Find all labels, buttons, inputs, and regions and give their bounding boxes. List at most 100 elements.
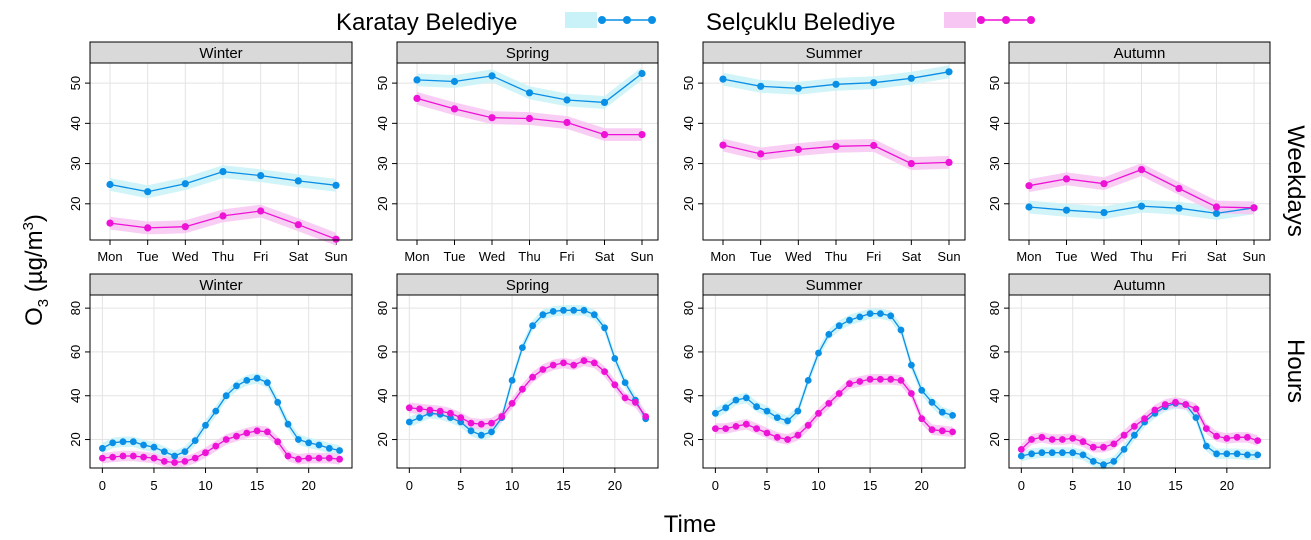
x-tick-label: Fri	[253, 249, 268, 264]
data-point	[315, 441, 323, 449]
panel-title: Spring	[506, 45, 549, 62]
data-point	[467, 427, 475, 435]
panel-spring-hours: Spring 20 40 60 80 0 5 10 15 20	[375, 273, 659, 493]
y-tick-label: 50	[375, 76, 390, 90]
data-point	[1120, 446, 1128, 453]
confidence-band	[409, 305, 646, 441]
data-point	[1213, 432, 1220, 440]
y-tick-label: 80	[987, 301, 1002, 315]
data-point	[447, 409, 454, 417]
data-point	[336, 455, 343, 463]
data-point	[109, 453, 117, 461]
data-point	[109, 439, 117, 447]
data-point	[870, 79, 878, 87]
data-point	[274, 438, 282, 446]
data-point	[519, 344, 526, 351]
data-point	[712, 425, 719, 432]
data-point	[877, 310, 884, 317]
y-tick-label: 80	[375, 301, 390, 315]
x-tick-label: 5	[1069, 478, 1076, 493]
data-point	[1089, 443, 1097, 451]
panel-autumn-hours: Autumn 20 40 60 80 0 5 10 15 20	[987, 273, 1271, 493]
data-point	[413, 76, 421, 84]
data-point	[945, 158, 953, 166]
data-point	[1131, 423, 1138, 430]
data-point	[1192, 414, 1200, 421]
data-point	[611, 355, 619, 362]
data-point	[106, 219, 114, 227]
legend-marker-selcuklu	[977, 16, 985, 24]
panel-title: Autumn	[1114, 45, 1166, 62]
data-point	[1100, 461, 1107, 469]
data-point	[498, 413, 506, 420]
confidence-band	[1029, 163, 1254, 215]
data-point	[887, 312, 895, 320]
legend-marker-selcuklu	[1027, 16, 1035, 24]
data-point	[804, 377, 812, 384]
data-point	[181, 458, 189, 465]
x-tick-label: 20	[608, 478, 622, 493]
x-tick-label: 10	[505, 478, 519, 493]
data-point	[742, 394, 750, 402]
data-point	[1028, 436, 1035, 443]
panel-title: Summer	[806, 45, 863, 62]
data-point	[632, 398, 639, 406]
data-point	[450, 105, 459, 113]
data-point	[1175, 184, 1183, 193]
data-point	[222, 392, 230, 400]
data-point	[1069, 435, 1077, 442]
x-tick-label: Sun	[324, 249, 347, 264]
x-tick-label: 15	[1168, 478, 1182, 493]
data-point	[416, 405, 423, 413]
data-point	[413, 94, 421, 102]
data-point	[1048, 449, 1056, 457]
panel-frame	[1008, 294, 1271, 469]
data-point	[181, 223, 189, 231]
data-point	[171, 452, 179, 460]
panel-frame	[396, 62, 659, 241]
data-point	[253, 374, 261, 382]
data-point	[1175, 204, 1183, 212]
data-point	[332, 235, 340, 243]
data-point	[1254, 437, 1262, 444]
data-point	[222, 436, 230, 443]
x-tick-label: Fri	[866, 249, 881, 264]
data-point	[1137, 202, 1146, 210]
data-point	[488, 72, 496, 80]
y-tick-label: 80	[68, 301, 83, 315]
data-point	[549, 308, 557, 315]
data-point	[918, 415, 926, 423]
x-tick-label: Fri	[559, 249, 574, 264]
panel-summer-hours: Summer 20 40 60 80 0 5 10 15 20	[681, 273, 966, 493]
data-point	[763, 407, 771, 415]
y-axis-title-close: )	[21, 214, 48, 222]
data-point	[264, 428, 271, 436]
data-point	[1028, 450, 1035, 458]
data-point	[794, 145, 802, 154]
y-axis-title-main: O	[21, 307, 48, 326]
y-tick-label: 20	[68, 432, 83, 446]
y-tick-label: 30	[987, 156, 1002, 170]
data-point	[784, 417, 791, 425]
x-tick-label: Thu	[825, 249, 847, 264]
data-point	[243, 429, 251, 437]
x-tick-label: 10	[198, 478, 212, 493]
data-point	[1062, 175, 1071, 183]
data-point	[870, 141, 878, 150]
y-tick-label: 30	[681, 156, 696, 170]
y-tick-label: 20	[68, 197, 83, 211]
data-point	[1213, 450, 1220, 458]
data-point	[1089, 458, 1097, 465]
data-point	[918, 386, 926, 394]
x-tick-label: Sat	[595, 249, 615, 264]
data-point	[305, 439, 313, 447]
data-point	[753, 425, 760, 432]
data-point	[887, 375, 895, 383]
y-tick-label: 60	[375, 345, 390, 359]
data-point	[129, 438, 137, 446]
data-point	[508, 400, 516, 407]
x-tick-label: Wed	[785, 249, 812, 264]
x-tick-label: Tue	[137, 249, 159, 264]
data-point	[519, 385, 526, 393]
data-point	[825, 331, 833, 338]
